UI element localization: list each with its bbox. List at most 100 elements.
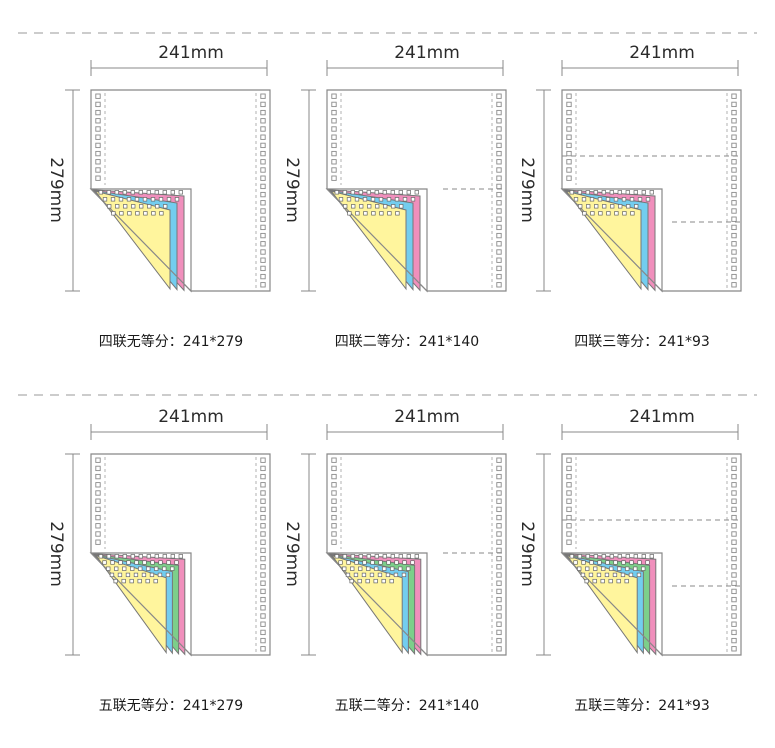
copy-feed-hole [113,578,118,584]
feed-hole [566,457,572,463]
feed-hole [496,134,502,140]
copy-feed-hole [629,560,634,565]
copy-feed-hole [106,554,111,559]
copy-feed-hole [386,197,392,202]
feed-hole [731,646,737,652]
feed-hole [496,482,502,488]
copy-feed-hole [585,190,590,195]
copy-feed-hole [338,560,343,565]
feed-hole [731,564,737,570]
feed-hole [731,531,737,537]
copy-feed-hole [130,554,135,559]
feed-hole [731,523,737,529]
copy-feed-hole [592,578,597,584]
copy-feed-hole [610,204,615,209]
feed-hole [95,159,101,165]
feed-hole [496,564,502,570]
feed-hole [566,93,572,99]
feed-hole [731,216,737,222]
feed-hole [566,159,572,165]
copy-feed-hole [617,190,622,195]
copy-feed-hole [354,560,359,565]
copy-feed-hole [641,554,646,559]
copy-feed-hole [601,566,606,571]
feed-hole [731,572,737,578]
copy-feed-hole [139,204,144,209]
panel-caption: 四联二等分：241*140 [335,333,479,350]
feed-hole [331,159,337,165]
copy-feed-hole [406,190,411,195]
fold-edge [325,188,428,293]
copy-feed-hole [338,197,344,202]
copy-feed-hole [365,578,370,584]
copy-feed-hole [118,560,123,565]
copy-feed-hole [354,197,360,202]
feed-hole [95,539,101,545]
copy-feed-hole [386,560,391,565]
feed-hole [260,465,266,472]
copy-feed-hole [127,211,132,216]
feed-hole [95,531,101,537]
copy-feed-hole [366,554,371,559]
copy-feed-hole [138,554,143,559]
copy-feed-hole [390,554,395,559]
copy-feed-hole [596,572,602,578]
feed-hole [260,580,266,586]
feed-hole [566,465,572,472]
feed-hole [731,175,737,181]
copy-feed-hole [379,211,384,216]
copy-feed-hole [609,554,614,559]
copy-feed-hole [134,560,139,565]
feed-hole [260,498,266,504]
copy-feed-hole [601,554,606,559]
copy-feed-hole [111,211,116,216]
feed-hole [496,539,502,545]
copy-feed-hole [146,190,151,195]
feed-hole [260,142,266,149]
feed-hole [331,175,337,181]
copy-feed-hole [620,572,626,578]
copy-feed-hole [585,554,590,559]
copy-feed-hole [134,197,140,202]
height-dimension-label: 279mm [282,157,302,223]
height-dimension-label: 279mm [282,521,302,587]
feed-hole [260,191,266,198]
copy-feed-hole [162,190,167,195]
copy-feed-hole [375,204,380,209]
copy-feed-hole [398,554,403,559]
copy-feed-hole [621,197,627,202]
width-dimension-label: 241mm [158,407,224,427]
feed-hole [260,257,266,263]
copy-feed-hole [602,204,607,209]
feed-hole [95,167,101,173]
copy-feed-hole [149,572,155,578]
copy-feed-hole [370,197,376,202]
feed-hole [566,531,572,537]
copy-feed-hole [119,211,124,216]
feed-hole [331,134,337,140]
feed-hole [731,273,737,280]
feed-hole [496,126,502,132]
copy-feed-hole [589,560,594,565]
copy-feed-hole [122,566,127,571]
feed-hole [731,506,737,513]
feed-hole [731,191,737,198]
height-dimension-label: 279mm [517,157,537,223]
copy-feed-hole [609,566,614,571]
feed-hole [731,265,737,272]
copy-feed-hole [118,197,124,202]
feed-hole [331,482,337,488]
copy-feed-hole [612,572,618,578]
copy-feed-hole [641,190,646,195]
copy-feed-hole [621,560,626,565]
copy-feed-hole [597,560,602,565]
copy-feed-hole [573,560,578,565]
copy-feed-hole [115,204,120,209]
feed-hole [260,126,266,132]
width-dimension-label: 241mm [629,407,695,427]
feed-hole [496,273,502,280]
copy-feed-hole [114,554,119,559]
copy-feed-hole [382,190,387,195]
copy-feed-hole [370,560,375,565]
feed-hole [260,621,266,627]
